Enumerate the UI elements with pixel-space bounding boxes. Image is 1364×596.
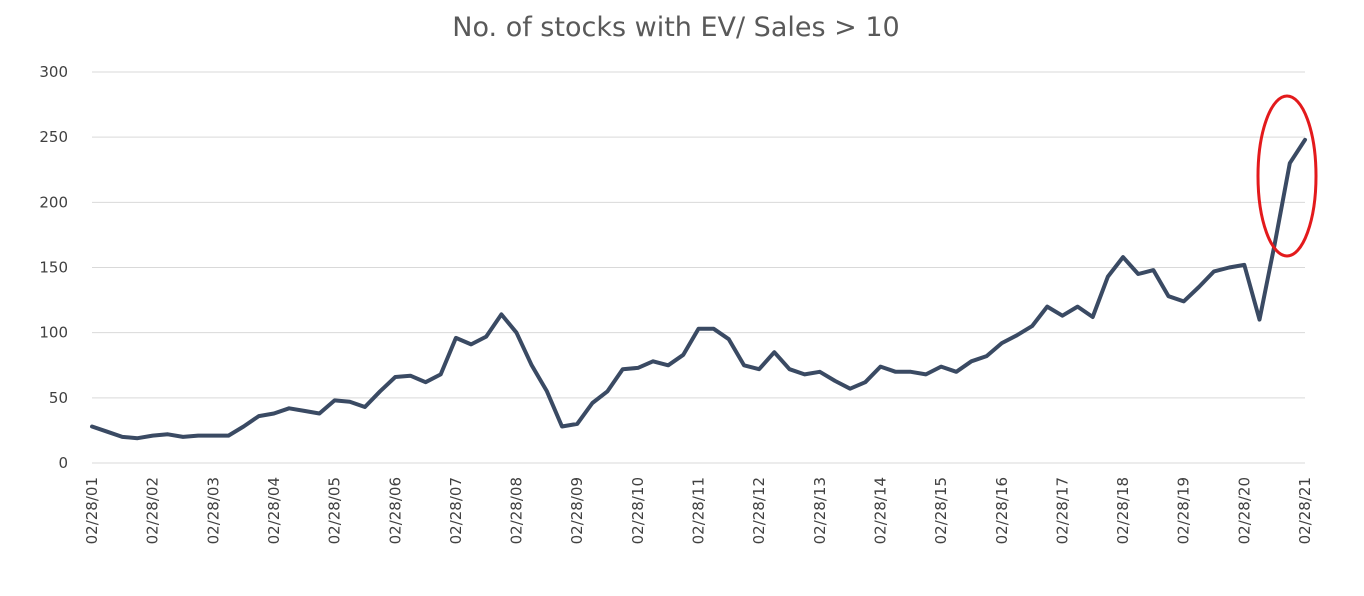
chart-title: No. of stocks with EV/ Sales > 10 xyxy=(452,12,899,43)
x-tick-label: 02/28/15 xyxy=(932,477,950,544)
y-tick-label: 300 xyxy=(39,63,68,81)
x-tick-label: 02/28/02 xyxy=(144,477,162,544)
x-tick-label: 02/28/04 xyxy=(265,477,283,544)
x-tick-label: 02/28/16 xyxy=(993,477,1011,544)
y-tick-label: 50 xyxy=(49,389,68,407)
x-tick-label: 02/28/08 xyxy=(508,477,526,544)
x-tick-label: 02/28/12 xyxy=(750,477,768,544)
x-tick-label: 02/28/13 xyxy=(811,477,829,544)
x-tick-label: 02/28/05 xyxy=(326,477,344,544)
x-tick-label: 02/28/19 xyxy=(1175,477,1193,544)
x-tick-label: 02/28/10 xyxy=(629,477,647,544)
x-tick-label: 02/28/03 xyxy=(204,477,222,544)
y-tick-label: 250 xyxy=(39,128,68,146)
x-tick-label: 02/28/06 xyxy=(386,477,404,544)
y-tick-label: 100 xyxy=(39,324,68,342)
highlight-ellipse xyxy=(1256,94,1318,258)
x-tick-label: 02/28/20 xyxy=(1235,477,1253,544)
x-tick-label: 02/28/21 xyxy=(1296,477,1314,544)
x-tick-label: 02/28/11 xyxy=(690,477,708,544)
x-tick-label: 02/28/01 xyxy=(83,477,101,544)
line-series xyxy=(90,137,1307,441)
x-tick-label: 02/28/07 xyxy=(447,477,465,544)
y-tick-label: 200 xyxy=(39,193,68,211)
x-tick-label: 02/28/09 xyxy=(568,477,586,544)
x-tick-label: 02/28/17 xyxy=(1053,477,1071,544)
y-tick-label: 150 xyxy=(39,259,68,277)
x-tick-label: 02/28/18 xyxy=(1114,477,1132,544)
y-tick-label: 0 xyxy=(58,454,68,472)
x-tick-label: 02/28/14 xyxy=(871,477,889,544)
